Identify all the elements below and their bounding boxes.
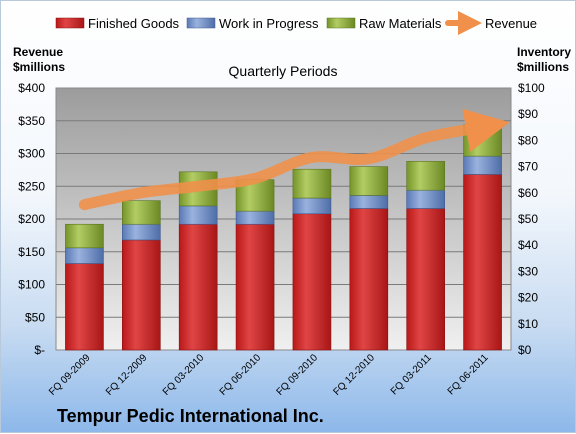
bar-work-in-progress <box>292 197 332 215</box>
bar-work-in-progress <box>349 195 389 209</box>
bar-finished-goods <box>349 208 389 351</box>
legend-label-finished-goods: Finished Goods <box>88 16 180 31</box>
bar-finished-goods <box>292 213 332 351</box>
right-axis-ticks: $0 $10 $20 $30 $40 $50 $60 $70 $80 $90 $100 <box>518 81 545 357</box>
bars-group <box>65 124 502 351</box>
right-tick-label: $80 <box>518 133 538 147</box>
bar-work-in-progress <box>65 247 104 264</box>
legend-swatch-raw-materials <box>326 17 356 29</box>
x-tick-label: FQ 09-2009 <box>47 352 93 398</box>
left-axis-title-line2: $millions <box>13 60 65 74</box>
bar-finished-goods <box>65 263 104 351</box>
revenue-line-group <box>78 108 510 211</box>
chart-title: Quarterly Periods <box>229 63 338 79</box>
right-tick-label: $100 <box>518 81 545 95</box>
left-tick-label: $- <box>34 343 45 357</box>
bar-work-in-progress <box>235 210 275 225</box>
bar-finished-goods <box>178 223 218 351</box>
company-name: Tempur Pedic International Inc. <box>57 406 324 426</box>
bar-raw-materials <box>65 223 104 249</box>
x-tick-label: FQ 06-2011 <box>446 352 491 397</box>
x-tick-label: FQ 12-2009 <box>104 352 150 398</box>
bar-work-in-progress <box>178 205 218 225</box>
x-axis-ticks: FQ 09-2009 FQ 12-2009 FQ 03-2010 FQ 06-2010… <box>47 352 491 398</box>
legend: Finished Goods Work in Progress Raw Mate… <box>55 11 537 35</box>
bar-work-in-progress <box>463 155 502 175</box>
bar-finished-goods <box>122 239 161 351</box>
x-tick-label: FQ 09-2010 <box>275 352 321 398</box>
bar-raw-materials <box>349 166 389 196</box>
revenue-line <box>78 108 510 211</box>
left-tick-label: $350 <box>18 114 45 128</box>
right-tick-label: $20 <box>518 291 538 305</box>
legend-swatch-finished-goods <box>55 17 85 29</box>
right-tick-label: $0 <box>518 343 532 357</box>
left-tick-label: $400 <box>18 81 45 95</box>
legend-label-work-in-progress: Work in Progress <box>219 16 319 31</box>
right-tick-label: $90 <box>518 107 538 121</box>
legend-swatch-work-in-progress <box>186 17 216 29</box>
bar-finished-goods <box>406 208 445 351</box>
right-tick-label: $40 <box>518 238 538 252</box>
bar-raw-materials <box>292 168 332 199</box>
right-tick-label: $50 <box>518 212 538 226</box>
left-tick-label: $250 <box>18 179 45 193</box>
x-tick-label: FQ 12-2010 <box>331 352 377 398</box>
right-axis-title-line2: $millions <box>517 60 569 74</box>
x-tick-label: FQ 03-2011 <box>389 352 434 397</box>
left-tick-label: $200 <box>18 212 45 226</box>
x-tick-label: FQ 06-2010 <box>218 352 264 398</box>
left-tick-label: $150 <box>18 245 45 259</box>
x-tick-label: FQ 03-2010 <box>161 352 207 398</box>
bar-finished-goods <box>235 223 275 351</box>
right-tick-label: $70 <box>518 160 538 174</box>
left-axis-title-line1: Revenue <box>13 45 63 59</box>
bar-work-in-progress <box>122 223 161 241</box>
right-axis-title-line1: Inventory <box>517 45 571 59</box>
bar-work-in-progress <box>406 189 445 209</box>
right-tick-label: $30 <box>518 264 538 278</box>
right-tick-label: $60 <box>518 186 538 200</box>
legend-label-raw-materials: Raw Materials <box>359 16 442 31</box>
bar-raw-materials <box>122 200 161 225</box>
left-tick-label: $50 <box>25 310 45 324</box>
left-tick-label: $300 <box>18 147 45 161</box>
bar-raw-materials <box>406 161 445 191</box>
left-axis-ticks: $- $50 $100 $150 $200 $250 $300 $350 $400 <box>18 81 45 357</box>
bar-finished-goods <box>463 174 502 351</box>
left-tick-label: $100 <box>18 278 45 292</box>
legend-label-revenue: Revenue <box>485 16 537 31</box>
right-tick-label: $10 <box>518 317 538 331</box>
